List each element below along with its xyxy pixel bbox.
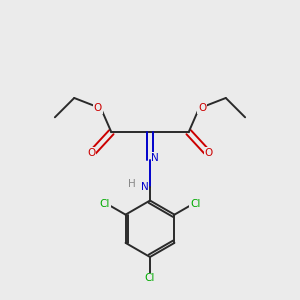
Text: O: O (94, 103, 102, 113)
Text: Cl: Cl (100, 199, 110, 209)
Text: O: O (198, 103, 206, 113)
Text: Cl: Cl (145, 273, 155, 284)
Text: N: N (152, 153, 159, 163)
Text: Cl: Cl (190, 199, 200, 209)
Text: N: N (141, 182, 148, 192)
Text: O: O (205, 148, 213, 158)
Text: H: H (128, 178, 135, 189)
Text: O: O (87, 148, 95, 158)
